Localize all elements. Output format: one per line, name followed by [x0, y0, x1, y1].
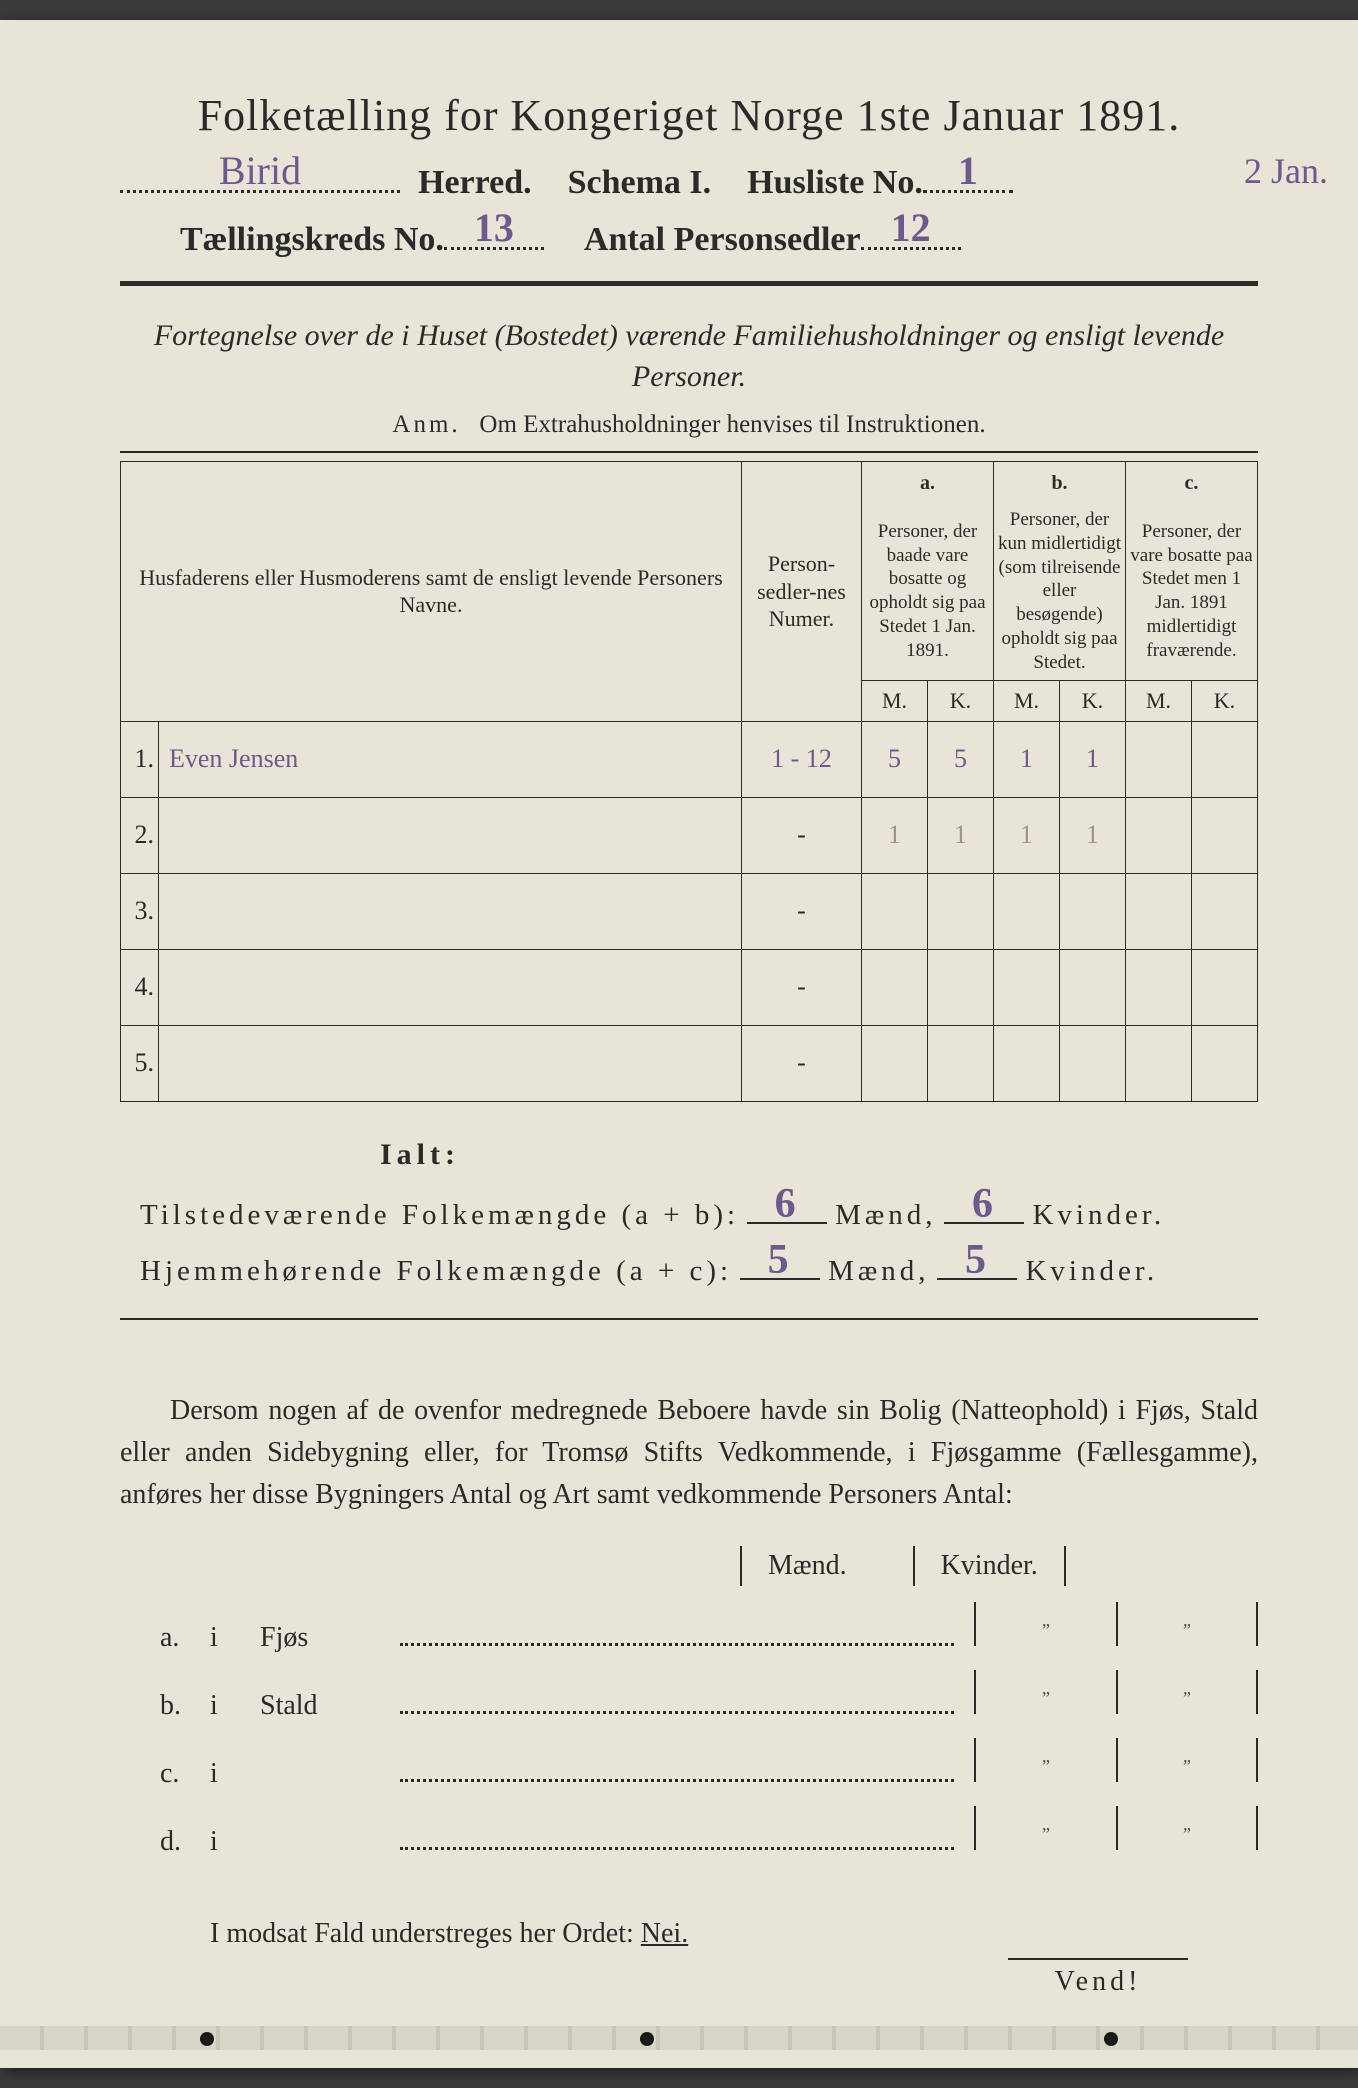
kreds-label: Tællingskreds No.	[180, 221, 444, 259]
pin-icon	[200, 2032, 214, 2046]
household-table: Husfaderens eller Husmoderens samt de en…	[120, 461, 1258, 1102]
anm-text: Om Extrahusholdninger henvises til Instr…	[479, 411, 985, 438]
maend-tick: „	[974, 1602, 1116, 1646]
col-num-header: Person-sedler-nes Numer.	[742, 462, 862, 722]
num-cell: -	[742, 949, 862, 1025]
schema-label: Schema I.	[568, 164, 712, 202]
nej-word: Nei.	[641, 1918, 688, 1949]
b-k-cell: 1	[1060, 797, 1126, 873]
num-cell: -	[742, 797, 862, 873]
total-resident: Hjemmehørende Folkemængde (a + c): 5 Mæn…	[120, 1248, 1258, 1288]
num-cell: -	[742, 873, 862, 949]
kvinder-tick: „	[1116, 1670, 1258, 1714]
outbuilding-paragraph: Dersom nogen af de ovenfor medregnede Be…	[120, 1390, 1258, 1516]
option-row-a: a. i Fjøs „ „	[120, 1602, 1258, 1654]
table-row: 3. -	[121, 873, 1258, 949]
maend-tick: „	[974, 1738, 1116, 1782]
col-b-k: K.	[1060, 681, 1126, 722]
maend-header: Mænd.	[740, 1546, 873, 1586]
total-present: Tilstedeværende Folkemængde (a + b): 6 M…	[120, 1192, 1258, 1232]
option-row-d: d. i „ „	[120, 1806, 1258, 1858]
header-line-1: Birid Herred. Schema I. Husliste No. 1	[120, 159, 1258, 202]
b-k-cell: 1	[1060, 721, 1126, 797]
kreds-field: 13	[444, 216, 544, 250]
a-m-cell: 1	[862, 797, 928, 873]
option-row-b: b. i Stald „ „	[120, 1670, 1258, 1722]
form-title: Folketælling for Kongeriget Norge 1ste J…	[120, 90, 1258, 141]
kvinder-header: Kvinder.	[913, 1546, 1066, 1586]
rule-thick-1	[120, 281, 1258, 286]
name-cell	[159, 797, 742, 873]
name-cell	[159, 873, 742, 949]
name-cell	[159, 1025, 742, 1101]
antal-field: 12	[861, 216, 961, 250]
margin-date-note: 2 Jan.	[1244, 150, 1328, 192]
kvinder-tick: „	[1116, 1602, 1258, 1646]
col-c-header: Personer, der vare bosatte paa Stedet me…	[1126, 502, 1258, 681]
col-b-letter: b.	[994, 462, 1126, 503]
c-m-cell	[1126, 721, 1192, 797]
dotted-line	[400, 1626, 954, 1646]
nej-line: I modsat Fald understreges her Ordet: Ne…	[120, 1918, 1258, 1950]
husliste-field: 1	[923, 159, 1013, 193]
resident-m-field: 5	[740, 1248, 820, 1280]
c-m-cell	[1126, 797, 1192, 873]
table-row: 1. Even Jensen 1 - 12 5 5 1 1	[121, 721, 1258, 797]
antal-label: Antal Personsedler	[584, 221, 861, 259]
ialt-label: Ialt:	[380, 1138, 1258, 1172]
num-cell: 1 - 12	[742, 721, 862, 797]
a-k-cell: 5	[928, 721, 994, 797]
col-a-header: Personer, der baade vare bosatte og opho…	[862, 502, 994, 681]
husliste-label: Husliste No.	[747, 164, 923, 202]
present-m-field: 6	[747, 1192, 827, 1224]
dotted-line	[400, 1694, 954, 1714]
pin-icon	[1104, 2032, 1118, 2046]
kvinder-tick: „	[1116, 1806, 1258, 1850]
col-b-m: M.	[994, 681, 1060, 722]
subtitle: Fortegnelse over de i Huset (Bostedet) v…	[120, 316, 1258, 397]
herred-label: Herred.	[418, 164, 532, 202]
a-k-cell: 1	[928, 797, 994, 873]
vend-label: Vend!	[1008, 1958, 1188, 1998]
table-row: 4. -	[121, 949, 1258, 1025]
b-m-cell: 1	[994, 721, 1060, 797]
table-row: 5. -	[121, 1025, 1258, 1101]
num-cell: -	[742, 1025, 862, 1101]
anm-line: Anm. Om Extrahusholdninger henvises til …	[120, 411, 1258, 439]
table-row: 2. - 1 1 1 1	[121, 797, 1258, 873]
table-body: 1. Even Jensen 1 - 12 5 5 1 1 2. - 1 1 1…	[121, 721, 1258, 1101]
pin-icon	[640, 2032, 654, 2046]
a-m-cell: 5	[862, 721, 928, 797]
option-row-c: c. i „ „	[120, 1738, 1258, 1790]
col-a-m: M.	[862, 681, 928, 722]
mk-column-headers: Mænd. Kvinder.	[120, 1546, 1258, 1586]
maend-tick: „	[974, 1670, 1116, 1714]
rule-thin-2	[120, 1318, 1258, 1320]
col-c-m: M.	[1126, 681, 1192, 722]
kvinder-tick: „	[1116, 1738, 1258, 1782]
maend-tick: „	[974, 1806, 1116, 1850]
anm-label: Anm.	[392, 411, 460, 438]
dotted-line	[400, 1830, 954, 1850]
name-cell	[159, 949, 742, 1025]
name-cell: Even Jensen	[159, 721, 742, 797]
dotted-line	[400, 1762, 954, 1782]
col-c-k: K.	[1192, 681, 1258, 722]
c-k-cell	[1192, 721, 1258, 797]
col-a-k: K.	[928, 681, 994, 722]
col-c-letter: c.	[1126, 462, 1258, 503]
census-form-page: Folketælling for Kongeriget Norge 1ste J…	[0, 20, 1358, 2068]
rule-thin-1	[120, 451, 1258, 453]
col-a-letter: a.	[862, 462, 994, 503]
c-k-cell	[1192, 797, 1258, 873]
present-k-field: 6	[944, 1192, 1024, 1224]
b-m-cell: 1	[994, 797, 1060, 873]
col-name-header: Husfaderens eller Husmoderens samt de en…	[121, 462, 742, 722]
resident-k-field: 5	[937, 1248, 1017, 1280]
col-b-header: Personer, der kun midlertidigt (som tilr…	[994, 502, 1126, 681]
herred-field: Birid	[120, 159, 400, 193]
header-line-2: Tællingskreds No. 13 Antal Personsedler …	[120, 216, 1258, 259]
